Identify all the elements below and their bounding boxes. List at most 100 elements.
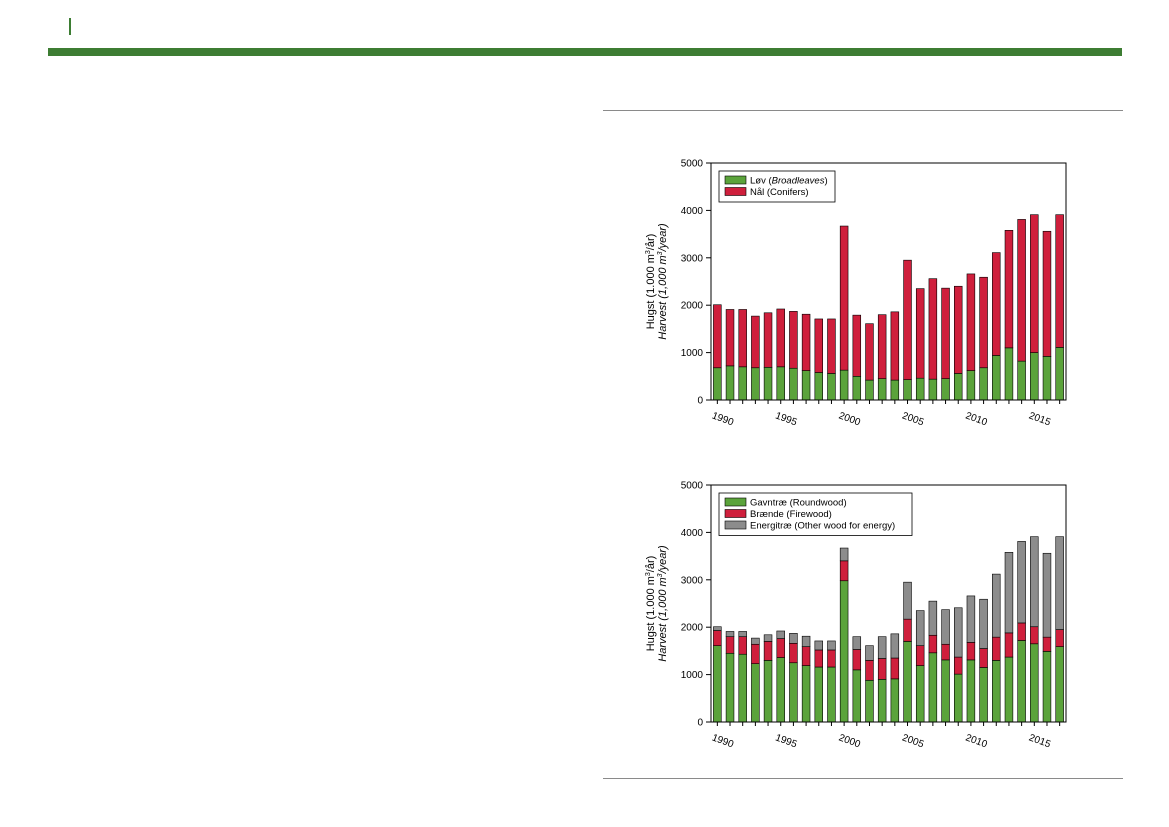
bar-1991-series-1	[725, 636, 735, 654]
x-tick-label: 1990	[710, 410, 735, 428]
bar-2005-series-0	[903, 641, 912, 723]
bar-2005-series-1	[903, 618, 912, 642]
bar-2016-series-2	[1042, 552, 1052, 638]
bar-1997-series-1	[801, 313, 811, 371]
bar-2006-series-1	[915, 645, 925, 666]
bottom-divider	[603, 778, 1123, 779]
bar-2011-series-0	[979, 367, 988, 401]
bar-1999-series-0	[827, 373, 836, 401]
bar-2009-series-1	[953, 656, 963, 675]
bar-2003-series-0	[877, 378, 887, 401]
bar-2014-series-0	[1017, 640, 1026, 723]
y-tick-label: 1000	[681, 670, 704, 681]
bar-2001-series-2	[852, 636, 862, 650]
bar-1993-series-2	[751, 637, 760, 645]
bar-1992-series-2	[738, 631, 747, 637]
bar-2005-series-1	[903, 259, 912, 380]
bar-1996-series-0	[789, 662, 798, 723]
bar-2017-series-0	[1055, 347, 1064, 401]
chart-harvest-by-assortment: 0 1000 2000 3000 4000 5000 1990 1995 2000 2005 201…	[640, 472, 1080, 752]
bar-2002-series-0	[865, 379, 874, 401]
y-tick-label: 0	[697, 718, 703, 729]
legend-swatch	[724, 175, 747, 185]
bar-1993-series-0	[751, 367, 760, 401]
legend-label: Nål (Conifers)	[750, 187, 809, 198]
x-tick-label: 1995	[774, 732, 799, 750]
bar-2004-series-1	[890, 311, 900, 381]
bar-2010-series-0	[966, 659, 976, 723]
bar-2007-series-1	[928, 278, 938, 380]
chart-harvest-by-species: 0 1000 2000 3000 4000 5000 1990 1995 2000 2005 201…	[640, 150, 1080, 430]
bar-2005-series-0	[903, 379, 912, 401]
bar-2013-series-0	[1004, 347, 1014, 401]
bar-1998-series-0	[814, 666, 823, 723]
bar-2015-series-1	[1030, 626, 1039, 645]
bar-1992-series-1	[738, 636, 747, 655]
bar-1995-series-1	[776, 638, 785, 658]
bar-2000-series-1	[839, 560, 849, 582]
bar-1997-series-2	[801, 635, 811, 647]
bar-1991-series-1	[725, 309, 735, 367]
y-tick-label: 3000	[681, 253, 704, 264]
bar-2006-series-0	[915, 665, 925, 723]
bar-1997-series-1	[801, 646, 811, 666]
bar-2006-series-2	[915, 610, 925, 646]
bar-2009-series-2	[953, 607, 963, 658]
legend-box	[718, 492, 913, 536]
header-accent-mark	[69, 18, 71, 35]
bar-2017-series-1	[1055, 214, 1064, 348]
bar-1995-series-1	[776, 308, 785, 368]
bar-2011-series-1	[979, 648, 988, 668]
bar-2015-series-0	[1030, 352, 1039, 401]
bar-1994-series-2	[763, 634, 773, 642]
x-tick-label: 1995	[774, 410, 799, 428]
bar-2010-series-1	[966, 642, 976, 661]
bar-2001-series-1	[852, 649, 862, 671]
x-tick-label: 1990	[710, 732, 735, 750]
bar-1992-series-0	[738, 653, 747, 723]
legend-swatch	[724, 497, 747, 507]
y-tick-label: 5000	[681, 159, 704, 170]
y-tick-label: 4000	[681, 528, 704, 539]
bar-2001-series-0	[852, 669, 862, 723]
bar-1999-series-1	[827, 649, 836, 668]
bar-2011-series-0	[979, 667, 988, 723]
bar-2007-series-0	[928, 652, 938, 723]
plot-frame	[710, 162, 1067, 401]
y-axis-label-local: Hugst (1.000 m3/år)	[645, 234, 657, 330]
bar-2008-series-0	[941, 659, 950, 723]
bar-2017-series-0	[1055, 646, 1064, 723]
bar-2007-series-0	[928, 378, 938, 401]
legend: Løv (Broadleaves)Nål (Conifers)	[718, 170, 836, 203]
chart-svg: 0 1000 2000 3000 4000 5000 1990 1995 2000 2005 201…	[645, 481, 1067, 751]
bar-2014-series-0	[1017, 360, 1026, 401]
bar-2015-series-1	[1030, 214, 1039, 353]
y-tick-label: 3000	[681, 575, 704, 586]
x-tick-label: 2000	[837, 732, 862, 750]
bar-2003-series-1	[877, 314, 887, 379]
bars	[713, 214, 1064, 401]
bar-2000-series-0	[839, 369, 849, 401]
bar-2012-series-0	[992, 355, 1001, 401]
y-axis-label-english: Harvest (1,000 m3/year)	[657, 545, 669, 662]
bar-2013-series-2	[1004, 552, 1014, 634]
bar-1996-series-1	[789, 643, 798, 664]
y-tick-label: 2000	[681, 623, 704, 634]
bar-1999-series-0	[827, 666, 836, 723]
bar-2003-series-2	[877, 636, 887, 659]
bar-1992-series-1	[738, 309, 747, 368]
bar-1997-series-0	[801, 665, 811, 723]
bar-1998-series-1	[814, 649, 823, 668]
bar-1996-series-0	[789, 367, 798, 401]
bar-2004-series-1	[890, 657, 900, 680]
x-tick-label: 2010	[964, 732, 989, 750]
bar-2009-series-1	[953, 285, 963, 374]
bar-2006-series-1	[915, 288, 925, 379]
bar-2008-series-0	[941, 378, 950, 401]
legend-label: Gavntræ (Roundwood)	[750, 498, 847, 509]
bar-1990-series-0	[713, 645, 722, 723]
bar-2013-series-1	[1004, 230, 1014, 349]
legend-swatch	[724, 187, 747, 196]
bar-1995-series-2	[776, 630, 785, 639]
bar-1993-series-0	[751, 663, 760, 723]
